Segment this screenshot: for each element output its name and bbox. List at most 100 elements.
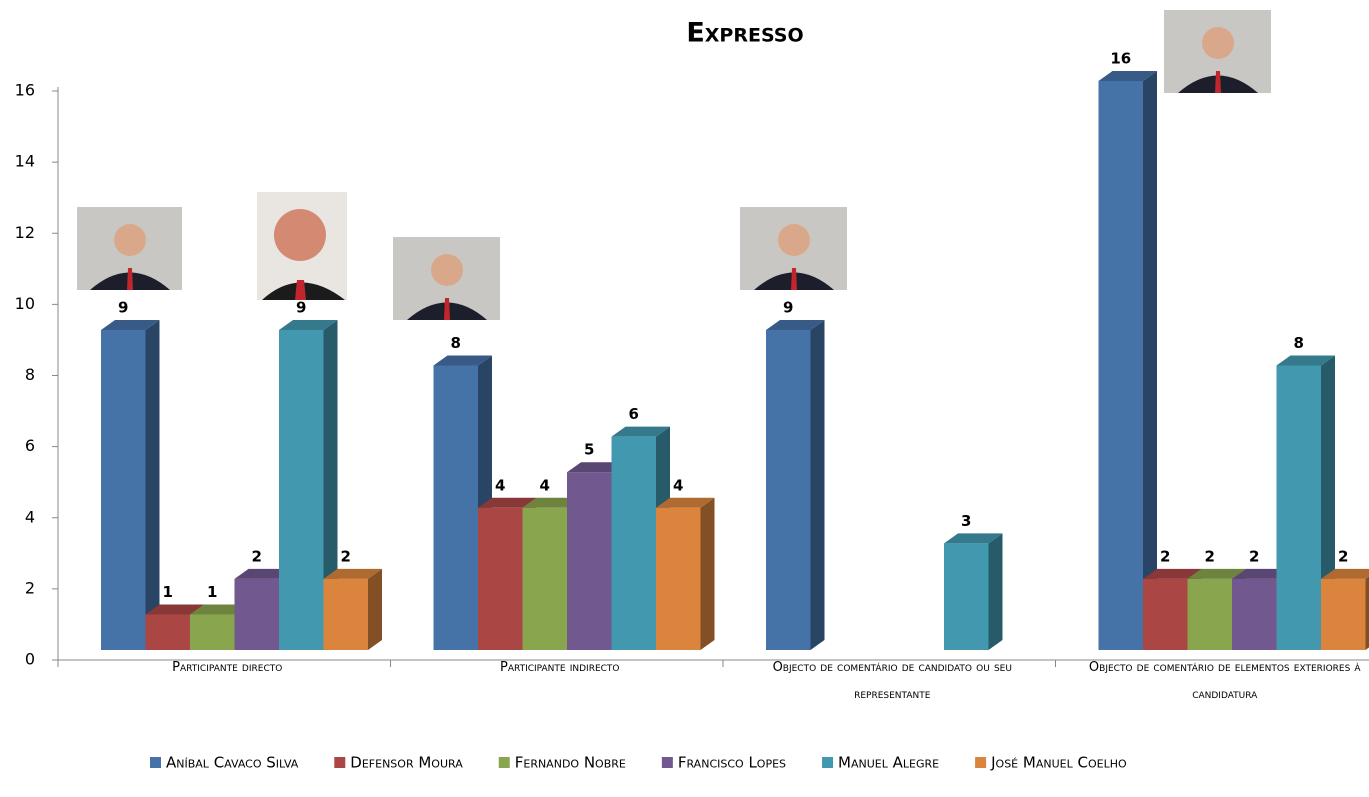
y-tick-label: 6 — [25, 436, 35, 455]
bar — [766, 329, 811, 650]
bar-top — [611, 426, 670, 437]
bar-side — [1143, 71, 1157, 650]
legend-label: Defensor Moura — [350, 754, 463, 772]
value-label: 4 — [495, 476, 505, 494]
bar-top — [101, 319, 160, 330]
photos — [77, 10, 1271, 320]
value-label: 2 — [341, 547, 351, 565]
bar-top — [234, 568, 293, 579]
photo — [740, 207, 847, 290]
legend-label: José Manuel Coelho — [990, 754, 1127, 772]
value-label: 4 — [540, 476, 550, 494]
value-label: 2 — [1160, 547, 1170, 565]
bar — [1276, 365, 1321, 650]
value-label: 2 — [1249, 547, 1259, 565]
legend-swatch — [822, 757, 834, 768]
bar — [944, 543, 989, 650]
bar-top — [944, 533, 1003, 544]
bar — [433, 365, 478, 650]
legend-label: Fernando Nobre — [515, 754, 626, 772]
value-label: 2 — [1205, 547, 1215, 565]
legend-swatch — [334, 757, 346, 768]
bar-side — [368, 568, 382, 650]
bar-top — [656, 497, 715, 508]
value-label: 8 — [451, 334, 461, 352]
legend-label: Aníbal Cavaco Silva — [166, 754, 299, 772]
value-label: 8 — [1294, 334, 1304, 352]
y-tick-label: 4 — [25, 507, 35, 526]
bar — [656, 507, 701, 650]
bar — [1232, 578, 1277, 650]
x-tick-label: Objecto de comentário de elementos exter… — [1088, 660, 1361, 702]
bar — [611, 436, 656, 650]
x-tick-label: Participante directo — [172, 660, 283, 675]
value-label: 9 — [118, 298, 128, 316]
bar — [1143, 578, 1188, 650]
y-tick-label: 2 — [25, 578, 35, 597]
x-tick-label: Participante indirecto — [499, 660, 620, 675]
bar — [567, 472, 612, 650]
bar-side — [700, 497, 715, 650]
bar-top — [279, 319, 338, 330]
legend-label: Manuel Alegre — [838, 754, 939, 772]
bar-top — [1276, 355, 1335, 366]
bar-top — [145, 604, 204, 615]
bar-side — [323, 319, 338, 650]
photo — [1164, 10, 1271, 93]
bar-top — [1187, 568, 1246, 579]
value-label: 1 — [163, 583, 173, 601]
legend-swatch — [150, 757, 161, 768]
bar — [478, 507, 523, 650]
bar-top — [190, 604, 249, 615]
value-label: 3 — [961, 512, 971, 530]
bar — [234, 578, 279, 650]
bar — [145, 614, 190, 650]
bar-top — [1232, 568, 1291, 579]
bar-top — [766, 319, 825, 330]
bar — [101, 329, 146, 650]
value-label: 16 — [1110, 50, 1131, 68]
value-label: 9 — [783, 298, 793, 316]
legend-label: Francisco Lopes — [678, 754, 786, 772]
bar-top — [433, 355, 492, 366]
y-tick-label: 16 — [15, 81, 35, 100]
value-label: 5 — [584, 441, 594, 459]
y-tick-label: 14 — [15, 152, 35, 171]
y-tick-label: 12 — [15, 223, 35, 242]
bar-side — [145, 319, 160, 650]
photo — [393, 237, 500, 320]
photo — [257, 192, 347, 300]
bar-top — [522, 497, 581, 508]
value-label: 4 — [673, 476, 683, 494]
bar — [1098, 81, 1143, 650]
bar — [190, 614, 235, 650]
photo — [77, 207, 182, 290]
legend-swatch — [661, 757, 673, 768]
legend-swatch — [498, 757, 510, 768]
bar-top — [1098, 71, 1157, 81]
chart-title: Expresso — [686, 18, 803, 49]
legend-swatch — [975, 757, 987, 768]
value-label: 1 — [207, 583, 217, 601]
value-label: 6 — [629, 405, 639, 423]
y-tick-label: 10 — [15, 294, 35, 313]
bar-top — [1143, 568, 1202, 579]
bar-top — [1321, 568, 1369, 579]
value-label: 2 — [252, 547, 262, 565]
x-tick-label: Objecto de comentário de candidato ou se… — [772, 660, 1012, 702]
bar — [1321, 578, 1366, 650]
bar-top — [567, 462, 626, 473]
y-tick-label: 8 — [25, 365, 35, 384]
bar — [279, 329, 324, 650]
bar-top — [478, 497, 537, 508]
value-label: 9 — [296, 298, 306, 316]
bar — [1187, 578, 1232, 650]
bar-side — [810, 319, 825, 650]
bar — [522, 507, 567, 650]
value-label: 2 — [1338, 547, 1348, 565]
bar — [323, 578, 368, 650]
y-tick-label: 0 — [25, 650, 35, 669]
bar-top — [323, 568, 382, 579]
